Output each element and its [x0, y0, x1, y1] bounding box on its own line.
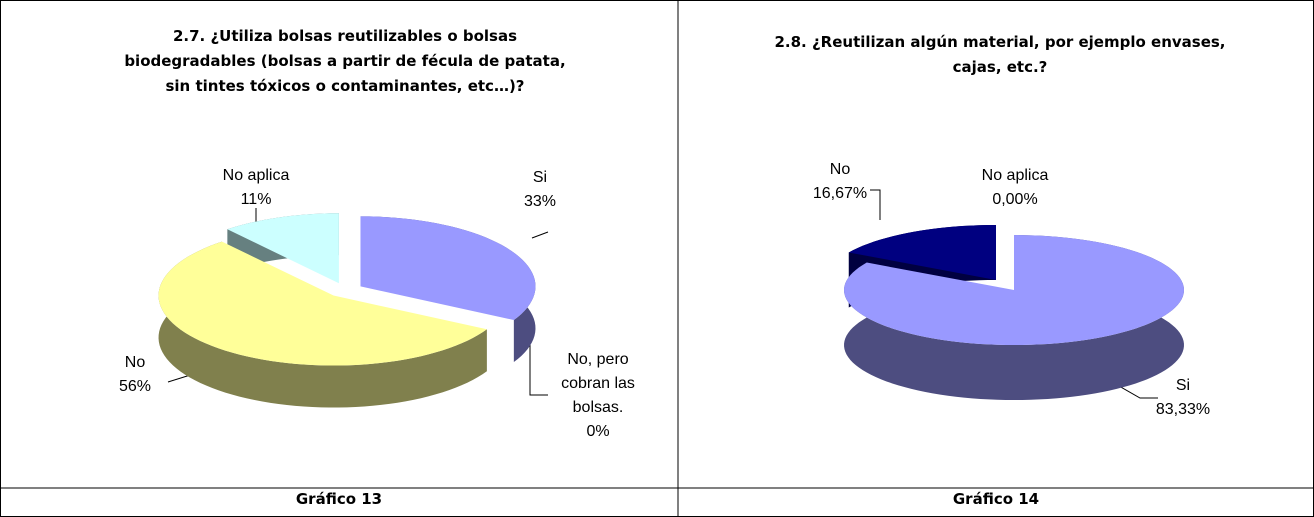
category-label: Si [1175, 377, 1191, 394]
data-label: No aplica 0,00% [965, 164, 1065, 212]
data-label: Si 33% [510, 166, 570, 214]
category-label: No aplica [222, 167, 290, 184]
category-label: No, pero cobran las bolsas. [561, 351, 635, 416]
leader-line [531, 231, 549, 239]
value-label: 0% [586, 423, 610, 440]
chart-title: 2.7. ¿Utiliza bolsas reutilizables o bol… [124, 27, 566, 95]
category-label: No [124, 354, 146, 371]
chart-title: 2.8. ¿Reutilizan algún material, por eje… [774, 33, 1226, 76]
pie-slice [158, 241, 487, 366]
value-label: 11% [240, 191, 272, 208]
data-label: No 16,67% [805, 158, 875, 206]
data-label: No 56% [105, 351, 165, 399]
value-label: 33% [523, 193, 557, 210]
data-label: Si 83,33% [1143, 374, 1223, 422]
pie-slice [360, 216, 536, 321]
pie-slice [227, 213, 339, 284]
category-label: No aplica [981, 167, 1049, 184]
value-label: 56% [118, 378, 152, 395]
caption: Gráfico 14 [952, 490, 1040, 508]
leader-line [870, 189, 881, 220]
caption: Gráfico 13 [295, 490, 383, 508]
category-label: No [829, 161, 851, 178]
pie-slice [844, 235, 1184, 346]
value-label: 83,33% [1155, 401, 1211, 418]
data-label: No, pero cobran las bolsas. 0% [543, 348, 653, 444]
slice-side [158, 241, 487, 408]
category-label: Si [532, 169, 548, 186]
value-label: 0,00% [992, 191, 1038, 208]
data-label: No aplica 11% [206, 164, 306, 212]
pie-slice [848, 224, 996, 280]
value-label: 16,67% [812, 185, 868, 202]
